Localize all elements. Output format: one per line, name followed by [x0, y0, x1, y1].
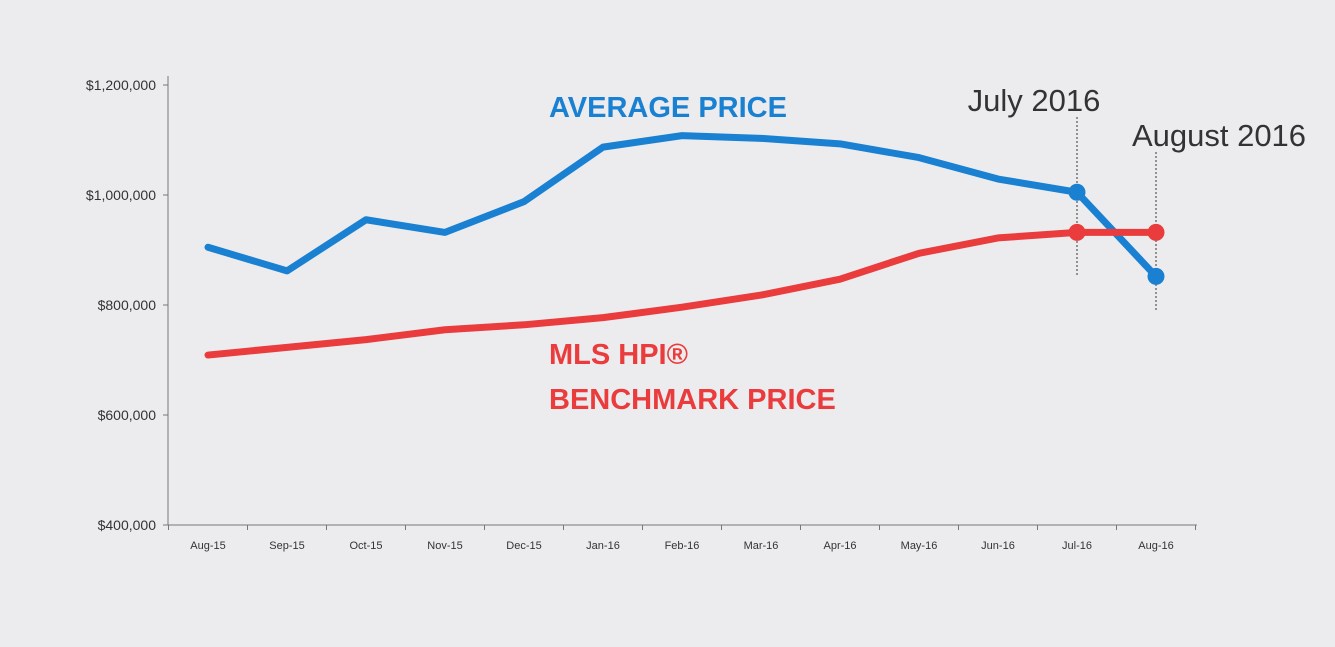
series-line-benchmark: [204, 228, 1160, 359]
y-tick-label: $1,000,000: [86, 187, 156, 203]
data-point-marker-average: [1068, 183, 1086, 201]
x-tick-label: Apr-16: [823, 540, 856, 552]
x-tick-label: Dec-15: [506, 540, 541, 552]
annotation-label: August 2016: [1132, 118, 1306, 153]
data-point-marker-average: [1147, 267, 1165, 285]
y-tick-label: $800,000: [98, 297, 157, 313]
y-tick-label: $1,200,000: [86, 77, 156, 93]
labels: July 2016 August 2016 AVERAGE PRICE MLS HPI…: [549, 83, 1306, 416]
data-point-marker-benchmark: [1068, 223, 1086, 241]
x-tick-label: Aug-16: [1138, 540, 1173, 552]
data-point-marker-benchmark: [1147, 223, 1165, 241]
series-label-average: AVERAGE PRICE: [549, 92, 787, 124]
axes: $400,000 $600,000 $800,000 $1,000,000 $1,200…: [86, 76, 1197, 552]
x-tick-label: Nov-15: [427, 540, 462, 552]
x-tick-label: Sep-15: [269, 540, 304, 552]
series-label-benchmark: BENCHMARK PRICE: [549, 384, 836, 416]
x-tick-label: Jun-16: [981, 540, 1015, 552]
x-tick-label: Feb-16: [665, 540, 700, 552]
x-tick-label: Oct-15: [349, 540, 382, 552]
y-tick-label: $600,000: [98, 407, 157, 423]
series-lines: [204, 132, 1160, 359]
x-tick-label: Jan-16: [586, 540, 620, 552]
x-tick-label: Aug-15: [190, 540, 225, 552]
series-line-average: [204, 132, 1160, 280]
y-tick-label: $400,000: [98, 517, 157, 533]
x-tick-label: Jul-16: [1062, 540, 1092, 552]
series-label-benchmark: MLS HPI®: [549, 339, 688, 371]
series-markers: [1068, 183, 1165, 285]
x-tick-label: May-16: [901, 540, 938, 552]
x-tick-label: Mar-16: [744, 540, 779, 552]
annotation-label: July 2016: [968, 83, 1101, 118]
